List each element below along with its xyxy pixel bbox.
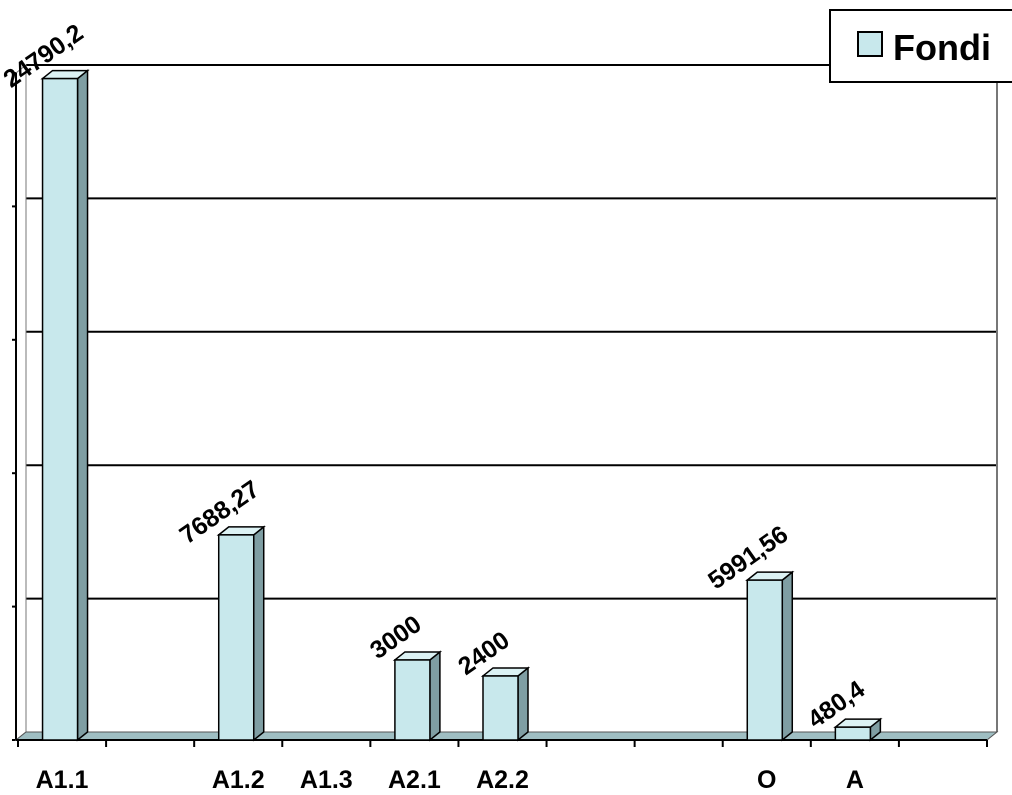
bar xyxy=(746,579,784,741)
x-axis: A1.1 A1.2 A1.3 A2.1 A2.2 O A xyxy=(17,740,988,794)
legend-swatch xyxy=(857,31,883,57)
x-tick-label: A2.1 xyxy=(388,766,441,794)
bar-side xyxy=(76,69,89,742)
bar-side xyxy=(252,525,265,742)
left-wall xyxy=(15,63,27,742)
x-tick-label: A1.2 xyxy=(212,766,265,794)
x-tick-label: A2.2 xyxy=(476,766,529,794)
x-tick-label: A1.3 xyxy=(300,766,353,794)
legend: Fondi xyxy=(829,9,1012,83)
x-tick-label: O xyxy=(757,766,776,794)
bar xyxy=(394,659,431,741)
bar-side xyxy=(517,666,529,742)
bar-side xyxy=(429,650,441,742)
bar xyxy=(217,534,255,741)
x-tick-label: A xyxy=(846,766,864,794)
bar xyxy=(41,77,79,741)
bar xyxy=(834,726,872,741)
legend-series-name: Fondi xyxy=(893,27,991,68)
bars xyxy=(40,69,883,742)
x-tick-label: A1.1 xyxy=(36,766,89,794)
gridlines xyxy=(26,64,997,600)
bar xyxy=(482,675,519,741)
bar-side xyxy=(781,570,794,742)
